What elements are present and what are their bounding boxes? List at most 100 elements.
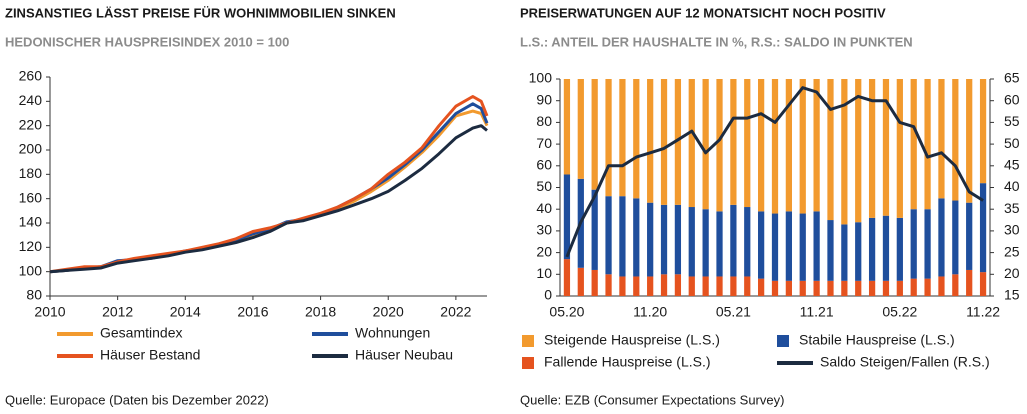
legend-swatch [522, 357, 534, 369]
bar-segment [952, 200, 959, 275]
y2-tick-label: 50 [1004, 135, 1020, 151]
y-tick-label: 160 [19, 189, 43, 205]
bar-segment [868, 280, 876, 296]
y-tick-label: 180 [19, 165, 43, 181]
y-tick-label: 0 [544, 287, 552, 303]
bar-segment [882, 79, 890, 216]
bar-segment [841, 79, 848, 225]
bar-segment [855, 222, 862, 281]
bar-segment [702, 276, 709, 296]
y-tick-label: 200 [19, 141, 43, 157]
bar-segment [730, 276, 737, 296]
bar-segment [688, 276, 695, 296]
bar-segment [744, 79, 751, 208]
legend-swatch [777, 335, 789, 347]
y-tick-label: 100 [529, 70, 553, 86]
chart-title: PREISERWATUNGEN AUF 12 MONATSICHT NOCH P… [520, 5, 886, 20]
y-tick-label: 100 [19, 262, 43, 278]
bar-segment [563, 259, 571, 296]
bar-segment [577, 267, 584, 296]
bar-segment [591, 189, 598, 270]
bar-segment [924, 278, 931, 296]
bar-segment [758, 211, 765, 279]
bar-segment [647, 202, 654, 277]
y2-tick-label: 45 [1004, 157, 1020, 173]
y-tick-label: 80 [26, 287, 42, 303]
chart-subtitle: L.S.: ANTEIL DER HAUSHALTE IN %, R.S.: S… [520, 34, 913, 49]
bar-segment [660, 274, 668, 296]
bar-segment [813, 280, 820, 296]
bar-segment [966, 202, 973, 270]
data-line [49, 124, 488, 274]
bar-segment [868, 217, 876, 281]
bar-segment [771, 79, 779, 214]
x-tick-label: 2010 [34, 304, 65, 320]
bar-segment [605, 79, 612, 197]
bar-segment [647, 79, 654, 203]
x-tick-label: 2012 [102, 304, 133, 320]
bar-segment [924, 79, 931, 210]
bar-segment [910, 79, 917, 210]
bar-segment [813, 79, 820, 212]
x-tick-label: 11.21 [800, 304, 834, 320]
bar-segment [827, 280, 834, 296]
y-tick-label: 260 [19, 68, 43, 84]
bar-segment [841, 280, 848, 296]
y-tick-label: 10 [536, 265, 552, 281]
bar-segment [827, 79, 834, 221]
bar-segment [702, 79, 709, 210]
bar-segment [730, 79, 737, 205]
bar-segment [591, 79, 598, 190]
legend-label: Stabile Hauspreise (L.S.) [799, 332, 955, 348]
bar-segment [924, 209, 931, 279]
bar-segment [674, 274, 682, 296]
bar-segment [799, 280, 806, 296]
bar-segment [952, 79, 959, 201]
legend-label: Steigende Hauspreise (L.S.) [544, 332, 720, 348]
x-tick-label: 05.22 [882, 304, 917, 320]
bar-segment [577, 79, 584, 179]
y-tick-label: 20 [536, 243, 552, 259]
x-tick-label: 2014 [170, 304, 201, 320]
bar-segment [730, 204, 737, 277]
bar-segment [674, 79, 682, 205]
bar-segment [660, 204, 668, 275]
bar-segment [716, 211, 723, 277]
y-tick-label: 40 [536, 200, 552, 216]
y-tick-label: 120 [19, 238, 43, 254]
bar-segment [563, 174, 571, 260]
x-tick-label: 2018 [305, 304, 336, 320]
y2-tick-label: 20 [1004, 265, 1020, 281]
bar-segment [882, 280, 890, 296]
legend-label: Häuser Bestand [100, 347, 200, 363]
bar-segment [841, 224, 848, 281]
y-tick-label: 70 [536, 135, 552, 151]
bar-segment [799, 79, 806, 214]
bar-segment [605, 274, 612, 296]
y-tick-label: 140 [19, 214, 43, 230]
y-tick-label: 80 [536, 113, 552, 129]
y-tick-label: 60 [536, 157, 552, 173]
y-tick-label: 240 [19, 92, 43, 108]
legend-swatch [522, 335, 534, 347]
bar-segment [938, 198, 945, 277]
bar-segment [744, 276, 751, 296]
source: Quelle: Europace (Daten bis Dezember 202… [5, 392, 269, 407]
bar-segment [938, 276, 945, 296]
data-line [49, 109, 489, 274]
bar-segment [619, 196, 626, 277]
bar-segment [785, 280, 792, 296]
y2-tick-label: 30 [1004, 222, 1020, 238]
bar-segment [674, 204, 682, 275]
bar-segment [896, 280, 903, 296]
bar-segment [938, 79, 945, 199]
bar-segment [591, 269, 598, 296]
x-tick-label: 2020 [373, 304, 404, 320]
legend-label: Gesamtindex [100, 325, 182, 341]
bar-segment [771, 280, 779, 296]
bar-segment [688, 79, 695, 208]
x-tick-label: 05.21 [716, 304, 751, 320]
bar-segment [771, 213, 779, 281]
bar-segment [813, 211, 820, 281]
